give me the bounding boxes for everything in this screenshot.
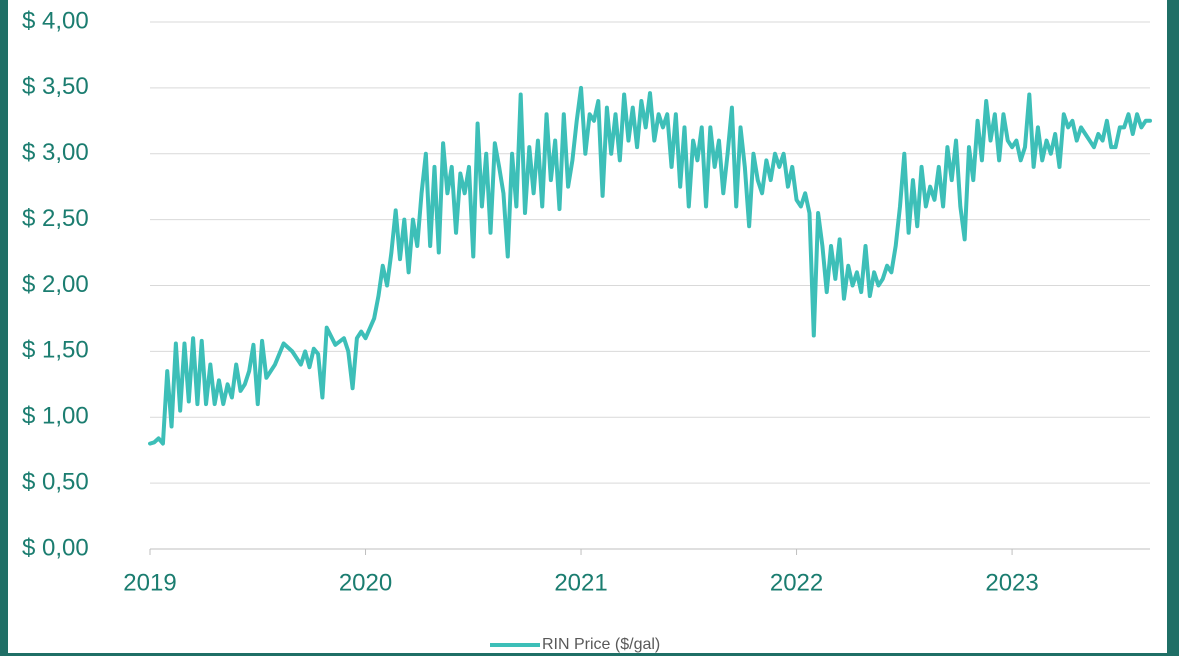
y-tick-label: $ 0,50: [22, 468, 89, 495]
x-tick-label: 2023: [985, 569, 1038, 596]
data-line: [148, 85, 1152, 446]
x-tick-label: 2021: [554, 569, 607, 596]
x-tick-label: 2020: [339, 569, 392, 596]
y-tick-label: $ 2,50: [22, 205, 89, 232]
y-tick-label: $ 1,00: [22, 403, 89, 430]
y-tick-label: $ 0,00: [22, 534, 89, 561]
x-tick-label: 2019: [123, 569, 176, 596]
x-tick-label: 2022: [770, 569, 823, 596]
y-tick-label: $ 2,00: [22, 271, 89, 298]
y-tick-label: $ 3,00: [22, 139, 89, 166]
y-tick-label: $ 1,50: [22, 337, 89, 364]
legend-label: RIN Price ($/gal): [542, 636, 660, 653]
y-tick-label: $ 4,00: [22, 7, 89, 34]
y-tick-label: $ 3,50: [22, 73, 89, 100]
